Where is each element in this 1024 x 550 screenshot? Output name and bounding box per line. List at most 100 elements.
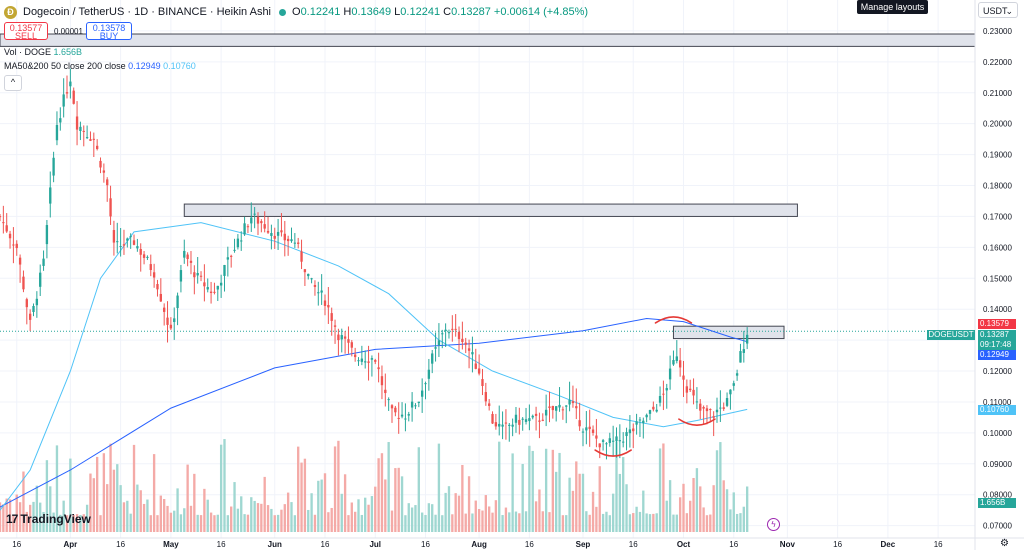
candle-body — [149, 264, 152, 271]
volume-bar — [313, 514, 317, 532]
candle-body — [638, 419, 642, 421]
candle-body — [69, 81, 72, 87]
candle-body — [705, 408, 709, 412]
volume-bar — [5, 498, 8, 532]
price-zone — [183, 203, 798, 217]
ma50-price-tag: 0.12949 — [978, 350, 1016, 360]
candle-body — [106, 179, 109, 186]
gear-icon[interactable]: ⚙ — [1000, 538, 1009, 549]
candle-body — [55, 124, 59, 141]
candle-body — [692, 389, 695, 396]
volume-bar — [551, 449, 555, 532]
market-status-icon — [279, 8, 286, 16]
candle-body — [59, 118, 62, 123]
volume-bar — [82, 514, 85, 532]
volume-bar — [481, 510, 484, 532]
symbol-title[interactable]: Dogecoin / TetherUS · 1D · BINANCE · Hei… — [23, 6, 271, 18]
volume-bar — [69, 458, 72, 532]
volume-bar — [75, 514, 79, 532]
volume-bar — [62, 500, 65, 532]
candle-body — [286, 238, 290, 242]
volume-bar — [55, 445, 59, 532]
y-tick-label: 0.22000 — [983, 58, 1012, 67]
volume-bar — [189, 505, 193, 532]
candle-body — [213, 291, 216, 293]
y-tick-label: 0.18000 — [983, 182, 1012, 191]
candle-body — [491, 413, 494, 424]
volume-bar — [665, 500, 668, 532]
candle-body — [75, 116, 79, 130]
volume-bar — [575, 461, 578, 532]
volume-bar — [59, 514, 62, 532]
lightning-icon[interactable]: ϟ — [767, 518, 780, 531]
volume-bar — [380, 453, 384, 532]
candle-body — [427, 369, 431, 379]
volume-bar — [678, 497, 682, 532]
candle-body — [45, 225, 49, 245]
volume-bar — [119, 485, 122, 532]
candle-body — [652, 406, 655, 410]
y-tick-label: 0.21000 — [983, 89, 1012, 98]
candle-body — [273, 235, 276, 239]
candle-body — [209, 291, 213, 294]
chart-header: Ð Dogecoin / TetherUS · 1D · BINANCE · H… — [4, 4, 588, 20]
ma-indicator-legend[interactable]: MA50&200 50 close 200 close 0.12949 0.10… — [4, 61, 196, 71]
candle-body — [283, 233, 286, 241]
volume-bar — [544, 448, 548, 532]
volume-bar — [511, 453, 514, 532]
volume-bar — [216, 514, 219, 532]
volume-bar — [310, 493, 313, 532]
candle-body — [28, 313, 32, 320]
volume-bar — [374, 486, 377, 532]
volume-bar — [126, 500, 129, 532]
volume-bar — [528, 445, 531, 532]
candle-body — [240, 240, 243, 242]
volume-bar — [598, 466, 601, 532]
buy-button[interactable]: 0.13578 BUY — [86, 22, 132, 41]
volume-bar — [739, 513, 742, 532]
sell-button[interactable]: 0.13577 SELL — [4, 22, 48, 41]
candle-body — [504, 422, 508, 424]
candle-body — [551, 405, 555, 411]
candle-body — [193, 272, 196, 278]
candle-body — [622, 441, 625, 443]
x-tick-label: May — [163, 540, 179, 549]
candle-body — [608, 438, 611, 443]
chevron-down-icon: ⌄ — [1005, 6, 1013, 16]
candle-body — [219, 282, 223, 286]
x-tick-label: 16 — [833, 540, 842, 549]
volume-bar — [410, 507, 414, 532]
candle-body — [52, 157, 55, 176]
collapse-legend-button[interactable]: ^ — [4, 75, 22, 91]
x-tick-label: Nov — [780, 540, 796, 549]
volume-bar — [555, 471, 558, 532]
candle-body — [498, 423, 501, 427]
candle-body — [501, 424, 504, 427]
candle-body — [15, 243, 18, 249]
volume-bar — [156, 515, 159, 532]
candle-body — [250, 217, 253, 224]
volume-bar — [199, 515, 203, 532]
currency-select[interactable]: USDT ⌄ — [978, 2, 1018, 18]
volume-bar — [565, 515, 568, 532]
candle-body — [615, 436, 618, 442]
volume-bar — [213, 515, 216, 532]
volume-bar — [39, 502, 42, 532]
volume-bar — [18, 502, 22, 532]
candle-body — [2, 222, 5, 224]
volume-bar — [163, 499, 166, 532]
y-tick-label: 0.17000 — [983, 212, 1012, 221]
volume-bar — [236, 508, 240, 532]
candle-body — [538, 420, 541, 422]
volume-bar — [484, 495, 487, 532]
candle-body — [434, 347, 437, 349]
candle-body — [323, 300, 327, 306]
candle-body — [735, 373, 739, 376]
volume-indicator-legend[interactable]: Vol · DOGE 1.656B — [4, 47, 83, 57]
candle-body — [575, 406, 578, 409]
candle-body — [297, 242, 300, 244]
candle-body — [719, 407, 722, 409]
volume-bar — [397, 467, 400, 532]
